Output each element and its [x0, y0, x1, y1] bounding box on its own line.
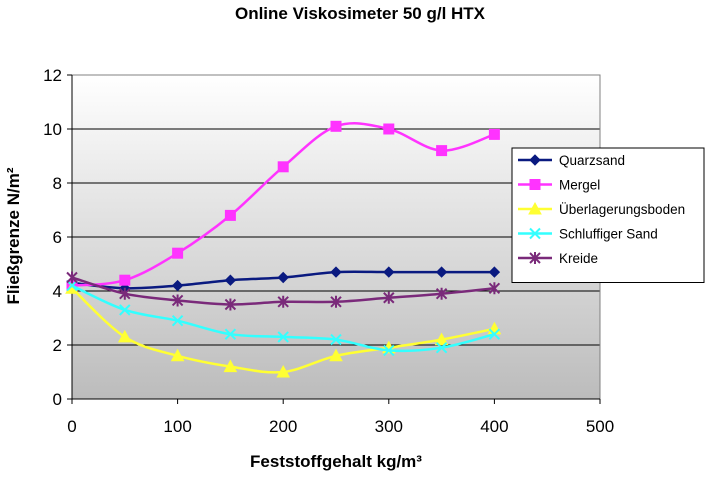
y-tick-label-6: 12: [43, 66, 62, 85]
data-point-0-2: [171, 279, 184, 292]
legend-label-0: Quarzsand: [559, 153, 625, 168]
data-point-3-7: [435, 341, 448, 354]
y-tick-label-5: 10: [43, 120, 62, 139]
x-tick-label-5: 500: [586, 417, 614, 436]
series-4: [66, 271, 501, 311]
legend-label-1: Mergel: [559, 178, 600, 193]
legend-marker-3: [529, 227, 541, 240]
data-point-4-6: [383, 291, 395, 304]
data-point-0-7: [435, 266, 448, 278]
data-point-3-1: [119, 304, 131, 316]
legend-marker-4: [529, 252, 541, 264]
data-point-2-7: [434, 332, 449, 346]
data-point-3-3: [224, 328, 237, 340]
data-point-0-6: [383, 266, 395, 278]
legend-marker-2: [528, 201, 542, 215]
legend-marker-1: [529, 179, 541, 190]
data-point-4-4: [277, 295, 289, 308]
data-point-3-6: [383, 344, 395, 357]
y-tick-label-3: 6: [53, 228, 62, 247]
data-point-1-6: [383, 123, 395, 135]
data-point-3-0: [66, 279, 78, 292]
data-point-0-3: [224, 274, 237, 286]
data-point-4-7: [435, 287, 448, 300]
legend-box: [511, 147, 705, 283]
data-point-1-5: [330, 120, 342, 132]
data-point-2-3: [223, 359, 238, 373]
x-tick-label-4: 400: [480, 417, 508, 436]
data-point-1-1: [119, 274, 131, 286]
data-point-4-3: [224, 298, 237, 311]
x-axis-label: Feststoffgehalt kg/m³: [250, 452, 422, 471]
data-point-3-2: [171, 314, 184, 327]
series-3: [66, 279, 501, 357]
data-point-4-5: [330, 295, 342, 308]
legend-label-2: Überlagerungsboden: [559, 202, 685, 217]
data-point-1-4: [277, 161, 289, 173]
data-point-3-4: [277, 331, 289, 343]
legend-label-3: Schluffiger Sand: [559, 227, 658, 242]
series-1: [66, 120, 500, 292]
y-tick-label-4: 8: [53, 174, 62, 193]
data-point-3-5: [330, 333, 342, 346]
data-point-1-3: [224, 209, 236, 221]
y-tick-label-0: 0: [53, 390, 62, 409]
x-tick-label-0: 0: [67, 417, 76, 436]
chart-title: Online Viskosimeter 50 g/l HTX: [234, 4, 486, 23]
y-tick-label-1: 2: [53, 336, 62, 355]
y-tick-label-2: 4: [53, 282, 62, 301]
x-tick-label-2: 200: [269, 417, 297, 436]
y-axis-label: Fließgrenze N/m²: [4, 167, 23, 305]
data-point-1-2: [172, 247, 184, 259]
data-point-3-8: [488, 328, 501, 340]
data-point-2-1: [117, 329, 132, 343]
x-tick-label-3: 300: [375, 417, 403, 436]
data-point-1-7: [436, 145, 448, 157]
legend-marker-0: [529, 154, 541, 166]
data-point-2-4: [276, 364, 291, 378]
data-point-4-1: [119, 287, 131, 300]
data-point-1-8: [488, 128, 500, 140]
data-point-2-2: [170, 348, 185, 362]
data-point-4-8: [488, 282, 501, 295]
data-point-4-0: [66, 271, 78, 284]
x-tick-label-1: 100: [163, 417, 191, 436]
data-point-2-5: [329, 348, 343, 362]
legend-label-4: Kreide: [559, 251, 598, 266]
data-point-0-4: [277, 271, 289, 284]
legend: Quarzsand Mergel Überlagerungsboden Schluff…: [511, 147, 705, 283]
data-point-0-5: [330, 266, 342, 278]
data-point-0-8: [488, 266, 501, 278]
data-point-4-2: [171, 294, 184, 307]
